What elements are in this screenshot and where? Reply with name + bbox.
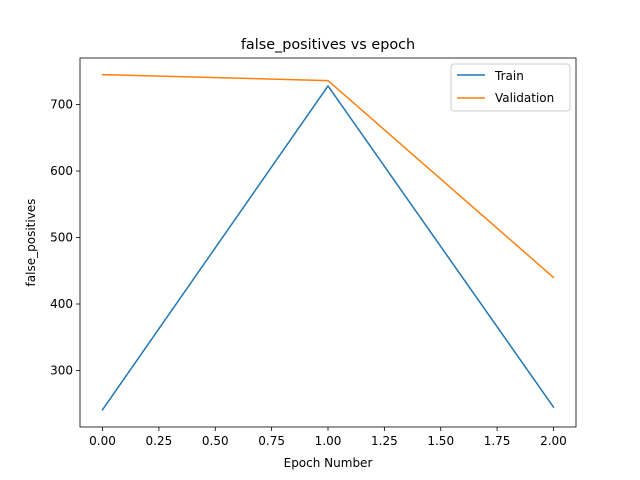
x-axis-label: Epoch Number	[284, 456, 373, 470]
plot-area	[79, 57, 577, 428]
y-tick-label: 400	[50, 297, 73, 311]
series-line-train	[101, 85, 555, 411]
y-axis-label: false_positives	[24, 199, 38, 287]
plot-frame	[79, 57, 577, 428]
x-tick-label: 0.50	[202, 434, 229, 448]
x-tick-label: 0.25	[146, 434, 173, 448]
y-tick-label: 500	[50, 231, 73, 245]
x-tick-label: 1.25	[371, 434, 398, 448]
legend-label-train: Train	[494, 69, 524, 83]
y-axis-ticks: 300 400 500 600 700	[50, 98, 80, 377]
legend: Train Validation	[450, 63, 571, 112]
x-tick-label: 1.00	[315, 434, 342, 448]
x-tick-label: 2.00	[540, 434, 567, 448]
y-tick-label: 300	[50, 363, 73, 377]
series-line-validation	[101, 73, 555, 279]
chart-title: false_positives vs epoch	[241, 37, 415, 53]
x-tick-label: 0.00	[89, 434, 116, 448]
x-tick-label: 1.75	[484, 434, 511, 448]
legend-label-validation: Validation	[495, 91, 554, 105]
x-tick-label: 1.50	[427, 434, 454, 448]
y-tick-label: 700	[50, 98, 73, 112]
x-axis-ticks: 0.00 0.25 0.50 0.75 1.00 1.25 1.50 1.75 2.00	[89, 427, 567, 448]
y-tick-label: 600	[50, 164, 73, 178]
series-layer	[101, 73, 555, 411]
x-tick-label: 0.75	[258, 434, 285, 448]
